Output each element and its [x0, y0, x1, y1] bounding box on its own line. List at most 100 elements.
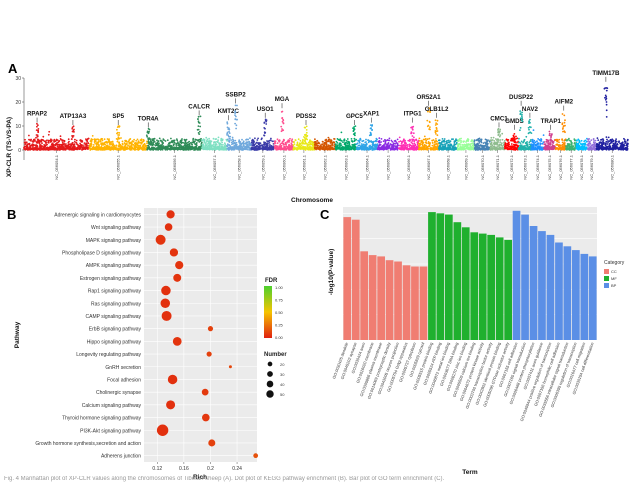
manhattan-point — [217, 139, 220, 142]
manhattan-point — [517, 145, 519, 147]
manhattan-point — [537, 142, 540, 145]
manhattan-point — [402, 139, 405, 142]
manhattan-point — [271, 146, 274, 149]
manhattan-point — [194, 148, 197, 151]
manhattan-point — [474, 149, 477, 151]
manhattan-point — [347, 140, 349, 143]
manhattan-point — [411, 138, 413, 141]
manhattan-point — [372, 143, 375, 146]
manhattan-point — [444, 147, 447, 149]
manhattan-point — [263, 143, 266, 145]
manhattan-point — [431, 139, 434, 142]
manhattan-point — [391, 146, 394, 149]
manhattan-point — [268, 142, 271, 144]
manhattan-point — [336, 148, 338, 150]
manhattan-point — [539, 143, 542, 146]
manhattan-point — [59, 135, 62, 138]
manhattan-point — [239, 141, 242, 143]
manhattan-point — [563, 142, 566, 144]
manhattan-point — [160, 145, 163, 147]
manhattan-point — [284, 143, 286, 146]
manhattan-point — [356, 147, 358, 150]
manhattan-point — [107, 139, 110, 141]
manhattan-point — [379, 146, 381, 149]
manhattan-point — [206, 145, 209, 148]
manhattan-point — [525, 135, 528, 138]
manhattan-point — [193, 147, 196, 150]
manhattan-point — [52, 148, 54, 151]
manhattan-point — [557, 145, 560, 148]
manhattan-point — [173, 141, 176, 144]
manhattan-point — [532, 148, 535, 151]
manhattan-point — [433, 144, 435, 146]
manhattan-point — [280, 148, 283, 151]
manhattan-point — [365, 147, 368, 150]
manhattan-point — [423, 138, 426, 141]
manhattan-point — [284, 147, 287, 150]
manhattan-point — [389, 143, 392, 145]
manhattan-point — [32, 147, 34, 149]
manhattan-point — [227, 149, 230, 151]
manhattan-point — [161, 148, 164, 151]
manhattan-point — [568, 145, 571, 148]
manhattan-point — [282, 143, 285, 146]
manhattan-point — [309, 140, 311, 143]
manhattan-point — [212, 137, 215, 140]
manhattan-point — [463, 143, 466, 146]
manhattan-point — [548, 142, 550, 145]
manhattan-point — [438, 141, 441, 144]
manhattan-point — [46, 139, 48, 142]
manhattan-point — [486, 143, 489, 146]
manhattan-point — [238, 141, 240, 143]
manhattan-point — [330, 142, 333, 144]
manhattan-point — [180, 146, 183, 148]
manhattan-point — [128, 145, 131, 148]
manhattan-point — [547, 147, 550, 150]
manhattan-point — [101, 138, 104, 140]
manhattan-point — [523, 146, 526, 149]
manhattan-point — [360, 147, 363, 150]
manhattan-point — [371, 148, 374, 151]
manhattan-point — [465, 145, 467, 147]
manhattan-point — [301, 141, 304, 143]
manhattan-point — [136, 143, 139, 145]
manhattan-point — [194, 138, 197, 141]
manhattan-point — [329, 142, 332, 144]
manhattan-point — [392, 142, 395, 145]
panel-a-label: A — [8, 61, 18, 76]
manhattan-point — [339, 138, 342, 141]
manhattan-point — [278, 146, 281, 149]
manhattan-point — [397, 144, 399, 147]
manhattan-point — [162, 141, 164, 144]
manhattan-point — [396, 146, 399, 148]
manhattan-point — [346, 138, 349, 140]
manhattan-point — [501, 132, 504, 135]
manhattan-point — [282, 140, 285, 142]
manhattan-point — [25, 146, 28, 149]
manhattan-point — [352, 145, 354, 148]
manhattan-point — [378, 144, 381, 146]
manhattan-point — [483, 145, 486, 148]
manhattan-point — [552, 146, 555, 149]
manhattan-point — [499, 141, 502, 144]
manhattan-point — [442, 147, 444, 150]
manhattan-point — [192, 139, 194, 141]
manhattan-point — [492, 136, 495, 139]
manhattan-point — [133, 142, 136, 145]
manhattan-point — [386, 145, 389, 148]
manhattan-point — [273, 142, 276, 145]
manhattan-point — [315, 143, 318, 145]
manhattan-point — [536, 147, 539, 150]
manhattan-point — [185, 147, 188, 150]
manhattan-point — [25, 144, 28, 147]
manhattan-point — [395, 142, 398, 144]
manhattan-point — [353, 144, 356, 147]
manhattan-point — [93, 141, 96, 144]
manhattan-point — [281, 142, 284, 145]
manhattan-point — [116, 140, 119, 143]
manhattan-point — [147, 145, 149, 147]
manhattan-point — [256, 139, 259, 141]
manhattan-point — [206, 138, 209, 141]
manhattan-point — [189, 148, 192, 151]
